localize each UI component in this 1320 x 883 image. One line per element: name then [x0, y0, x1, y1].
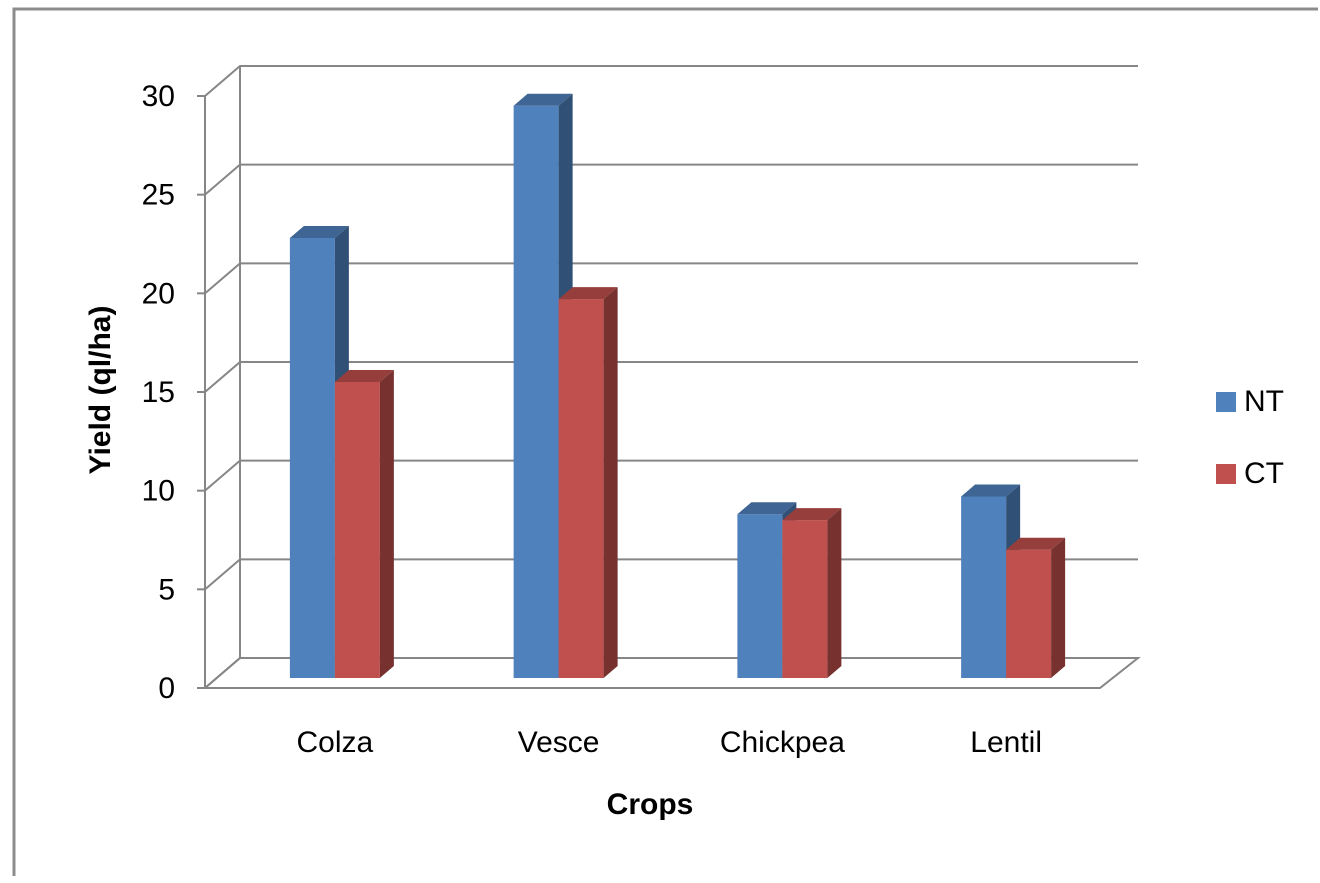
legend-label-nt: NT	[1244, 385, 1284, 418]
y-tick-label: 5	[158, 573, 175, 606]
legend-swatch-ct	[1216, 464, 1236, 484]
gridline	[204, 163, 1138, 196]
bar-top-face	[334, 370, 394, 382]
bar-ct-colza	[334, 370, 394, 678]
legend-swatch-nt	[1216, 392, 1236, 412]
bar-side-face	[379, 370, 394, 678]
y-tick-label: 10	[142, 475, 175, 508]
bar-ct-vesce	[558, 287, 618, 678]
x-tick-label: Lentil	[970, 726, 1042, 759]
bar-front-face	[961, 496, 1007, 678]
x-tick-label: Vesce	[518, 726, 600, 759]
x-axis-title: Crops	[607, 788, 694, 821]
bar-side-face	[827, 508, 842, 678]
legend: NT CT	[1216, 385, 1284, 490]
bar-front-face	[558, 299, 604, 678]
bar-top-face	[961, 484, 1021, 497]
bar-front-face	[737, 514, 783, 678]
bars	[289, 93, 1066, 679]
bar-side-face	[603, 287, 618, 678]
bar-top-face	[289, 225, 349, 238]
gridline	[204, 262, 1138, 295]
gridline	[204, 361, 1138, 393]
y-tick-label: 0	[158, 672, 175, 705]
bar-top-face	[513, 93, 573, 106]
bar-front-face	[513, 105, 559, 678]
gridlines	[204, 65, 1138, 689]
gridline	[204, 459, 1138, 492]
bar-ct-lentil	[1006, 537, 1066, 678]
x-axis-ticks: Colza Vesce Chickpea Lentil	[297, 726, 1042, 759]
bar-nt-vesce	[513, 93, 573, 678]
bar-front-face	[782, 520, 828, 678]
bar-side-face	[1051, 537, 1066, 678]
bar-top-face	[558, 287, 618, 300]
x-tick-label: Chickpea	[720, 726, 845, 759]
y-axis-ticks: 0 5 10 15 20 25 30	[142, 80, 205, 705]
legend-label-ct: CT	[1244, 457, 1284, 490]
y-tick-label: 20	[142, 277, 175, 310]
chart-border	[12, 7, 1318, 876]
bar-front-face	[289, 237, 335, 679]
gridline	[204, 657, 241, 689]
y-tick-label: 30	[142, 80, 175, 113]
y-axis-title: Yield (ql/ha)	[84, 306, 117, 475]
gridline	[204, 65, 1138, 97]
bar-front-face	[334, 382, 380, 678]
bar-top-face	[782, 508, 842, 521]
y-tick-label: 25	[142, 179, 175, 212]
x-tick-label: Colza	[297, 726, 374, 759]
bar-top-face	[1006, 537, 1066, 550]
y-tick-label: 15	[142, 376, 175, 409]
bar-front-face	[1006, 549, 1052, 678]
bar-ct-chickpea	[782, 508, 842, 678]
bar-top-face	[737, 502, 797, 515]
